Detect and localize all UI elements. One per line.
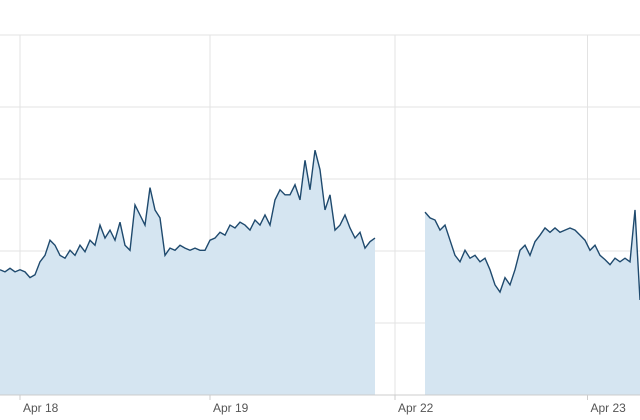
price-line [0,150,376,279]
area-fill [425,209,640,395]
x-tick-label: Apr 19 [213,401,249,415]
x-tick-label: Apr 22 [398,401,434,415]
area-fill [0,150,375,395]
price-line [424,209,640,300]
x-tick-label: Apr 23 [591,401,627,415]
x-tick-label: Apr 18 [23,401,59,415]
